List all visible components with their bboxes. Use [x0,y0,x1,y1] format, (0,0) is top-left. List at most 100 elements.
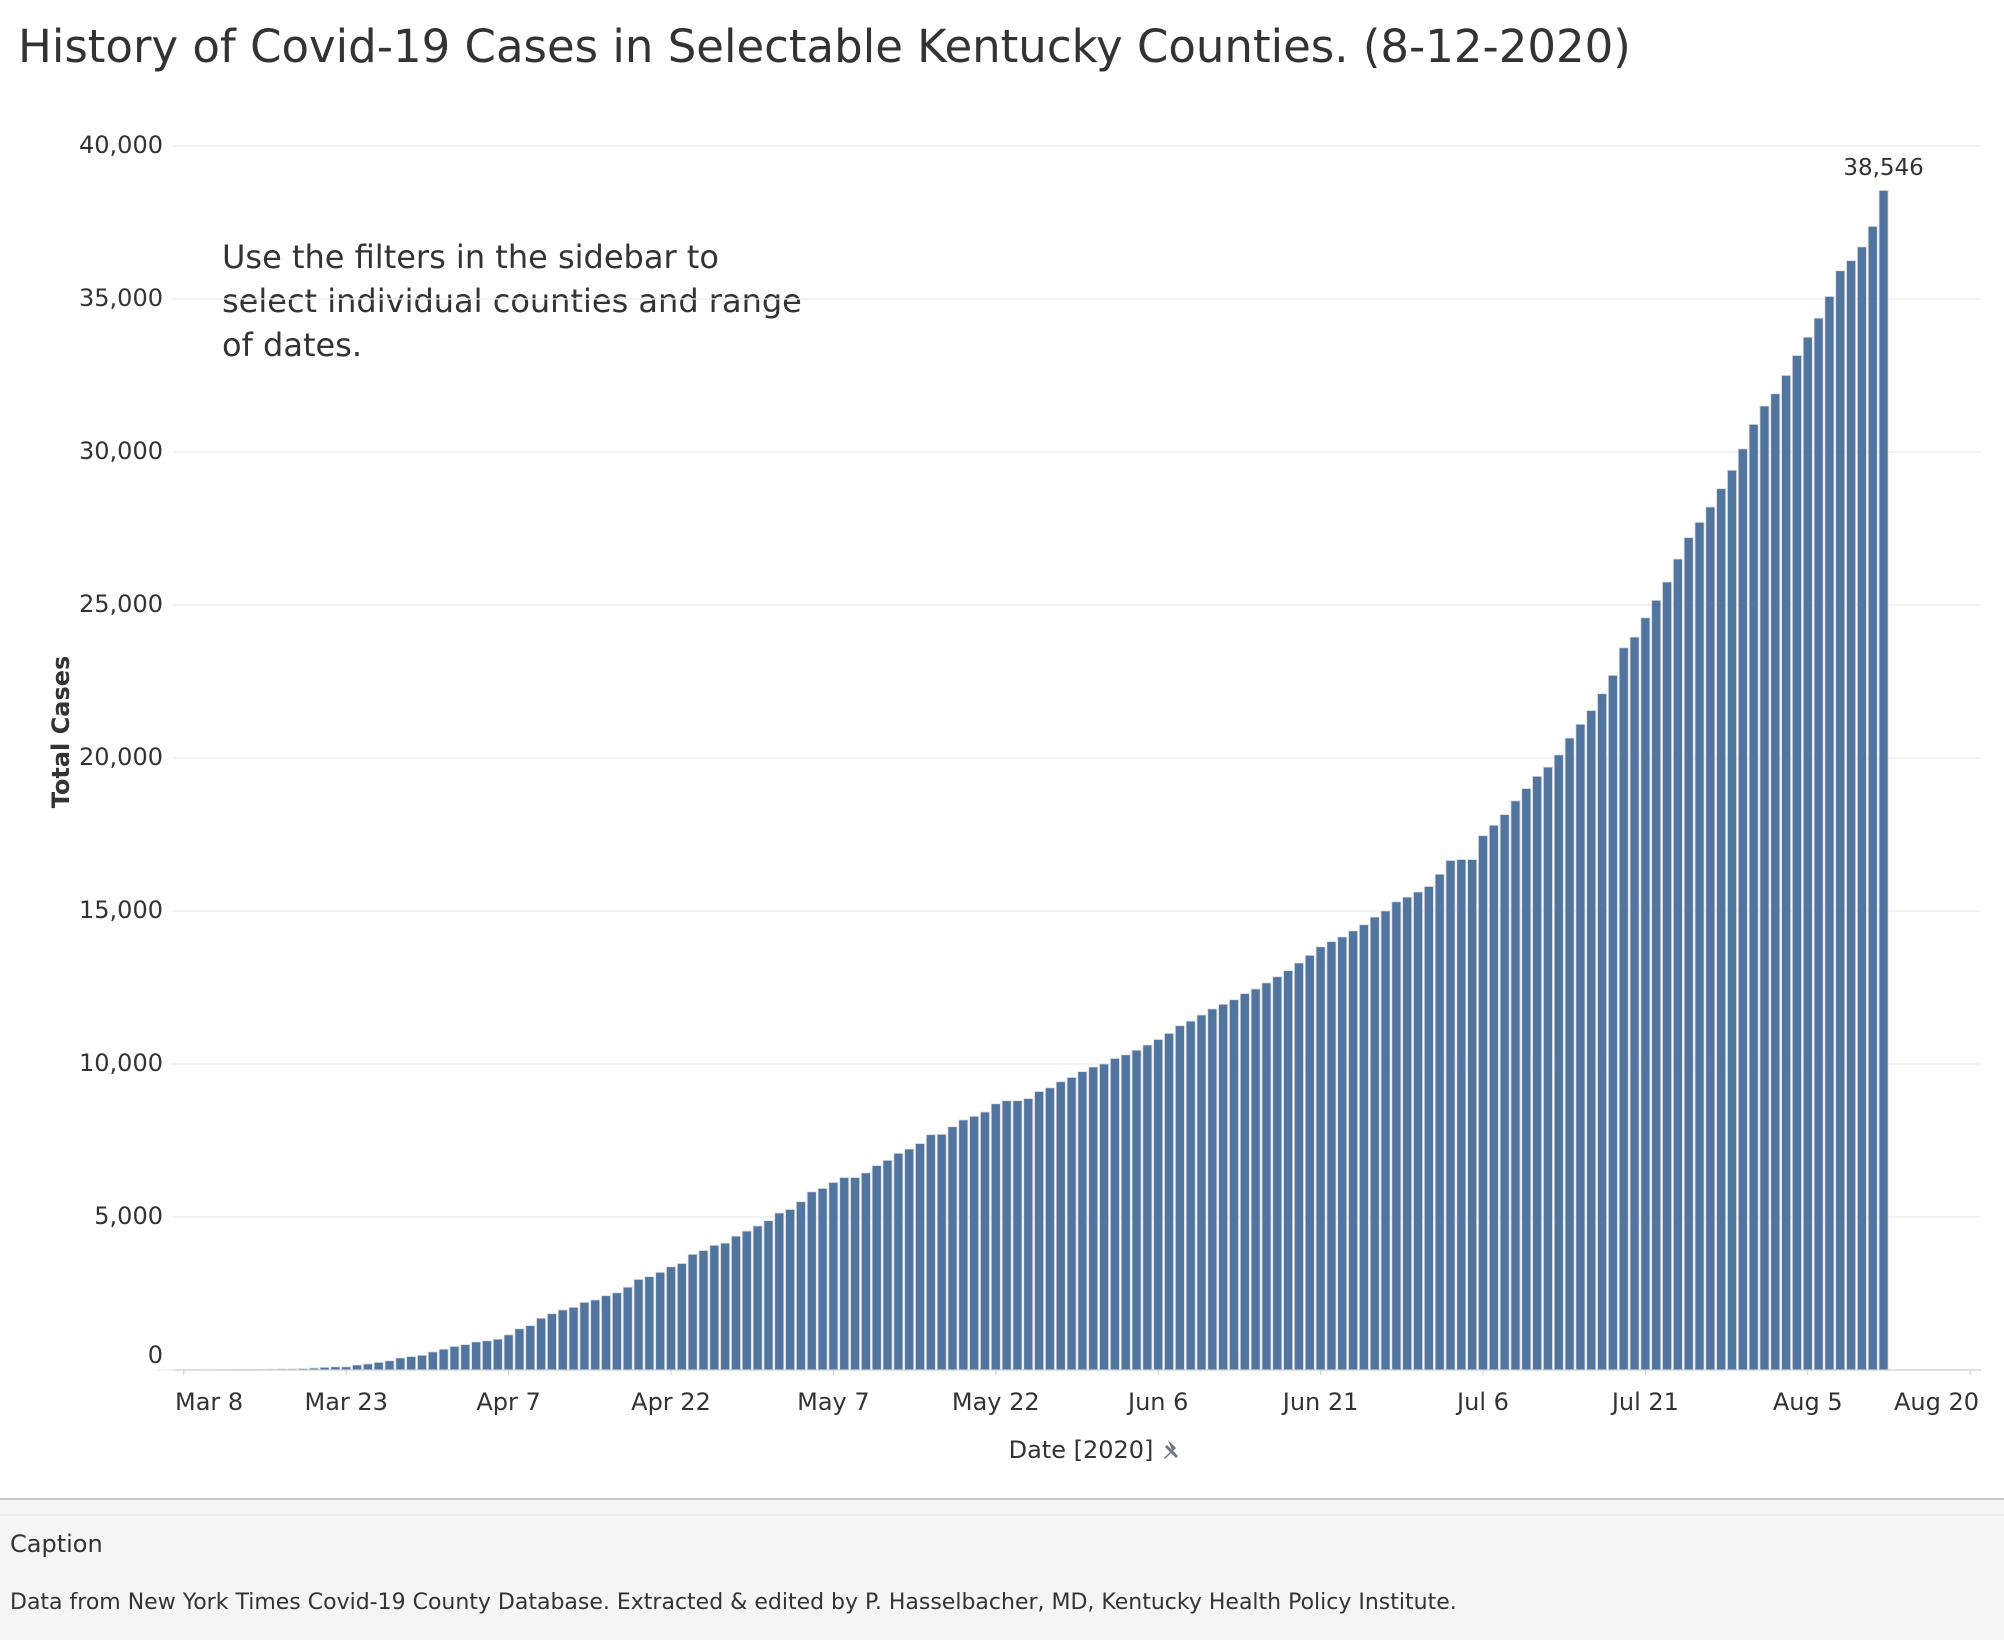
bar [1034,1091,1045,1371]
bar [352,1364,362,1371]
bar [1867,225,1878,1371]
bar [1478,835,1488,1371]
bar [947,1126,958,1371]
bar [990,1103,1001,1371]
bar [482,1340,492,1371]
bar [546,1313,557,1371]
bar [1737,448,1748,1371]
bar [958,1119,969,1371]
bar [828,1182,839,1371]
x-axis-title: Date [2020] [1009,1436,1154,1464]
bar [471,1341,482,1371]
bar [1185,1020,1196,1371]
x-tick-label: Mar 8 [175,1388,243,1416]
x-tick-label: Mar 23 [304,1388,387,1416]
bar [503,1334,514,1371]
bar [1196,1014,1207,1371]
bar [395,1357,406,1371]
bar [1218,1003,1229,1371]
bar [1120,1054,1131,1371]
caption-text: Data from New York Times Covid-19 County… [10,1590,1457,1615]
bar [698,1250,709,1371]
bar [795,1201,806,1371]
bar [1672,558,1683,1371]
bar [806,1191,817,1371]
y-tick-label: 0 [148,1341,163,1369]
bar [1716,488,1727,1371]
bar [687,1253,698,1371]
y-axis-title: Total Cases [47,656,75,809]
bar [676,1263,687,1371]
bar [1651,599,1662,1371]
bar [925,1134,936,1371]
bar [644,1276,655,1371]
bar [622,1286,633,1371]
bar [1824,296,1835,1371]
bar [1802,336,1813,1371]
bar [1564,737,1575,1371]
bar [514,1328,525,1371]
y-tick-label: 25,000 [79,590,163,618]
bar [449,1346,460,1371]
bar [871,1165,882,1371]
x-tick-label: Apr 22 [631,1388,711,1416]
bar [1391,901,1402,1371]
bar [1499,814,1510,1371]
bar [1358,924,1369,1371]
bar [1239,993,1250,1371]
bar [850,1177,861,1371]
bar [882,1159,893,1371]
bar [1153,1039,1164,1371]
bar [1099,1063,1110,1371]
bar [1748,423,1759,1371]
y-tick-label: 35,000 [79,284,163,312]
bar [417,1354,427,1371]
bar [1781,375,1792,1371]
bar [1456,859,1467,1371]
bar [774,1212,785,1371]
bar [915,1143,925,1371]
bar [1326,941,1337,1371]
bar [1597,693,1608,1371]
x-tick-label: Jul 6 [1455,1388,1509,1416]
bar [362,1363,373,1371]
bar [817,1188,828,1371]
bar [1044,1087,1055,1371]
y-tick-label: 10,000 [79,1049,163,1077]
bar [666,1266,676,1371]
chart-title: History of Covid-19 Cases in Selectable … [18,20,1631,73]
bar [1293,962,1304,1371]
bar [709,1244,720,1371]
bar [492,1338,503,1371]
bar [1878,189,1889,1371]
x-tick-label: Jun 6 [1126,1388,1188,1416]
bar [1467,859,1478,1371]
x-tick-label: Aug 5 [1773,1388,1843,1416]
bar [1607,674,1618,1371]
bar [1694,521,1705,1371]
bar [1001,1100,1012,1371]
bar [936,1133,947,1371]
bar [1510,800,1521,1371]
bar [373,1362,384,1371]
bar [785,1209,796,1371]
bar [763,1220,774,1371]
bar [1727,469,1737,1371]
bar [860,1172,871,1371]
bar [1348,930,1359,1371]
bar [406,1356,417,1371]
x-tick-label: Apr 7 [476,1388,540,1416]
bar [1261,982,1272,1371]
bar [460,1344,471,1371]
bar [1532,775,1543,1371]
bar [1759,405,1770,1371]
bar [1207,1008,1218,1371]
bar [1640,617,1651,1371]
bar [1250,988,1261,1371]
bar [1174,1025,1185,1371]
data-label: 38,546 [1843,155,1923,181]
y-tick-label: 30,000 [79,437,163,465]
bar [1542,766,1553,1371]
bar [1705,506,1716,1371]
